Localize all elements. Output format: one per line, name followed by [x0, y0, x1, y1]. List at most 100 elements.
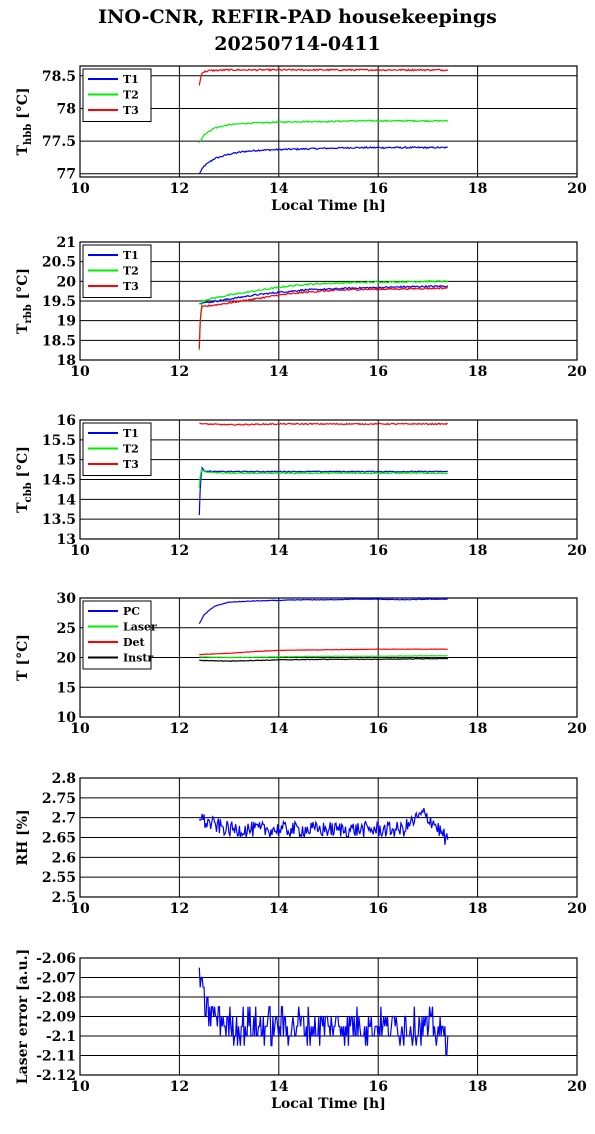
chart-panel-2: 18 18.5 19 19.5 20 20.5 21 10 12 14 16 18 20 T1 T2 T3 Tr…: [15, 235, 587, 380]
series-line-laser: [199, 654, 448, 659]
x-tick-label: 10: [70, 364, 90, 380]
x-tick-label: 10: [70, 181, 90, 197]
series-line-t1: [199, 284, 449, 305]
legend-label: T3: [123, 458, 139, 471]
series-line-t1: [198, 146, 448, 174]
x-tick-label: 18: [468, 1079, 487, 1095]
y-tick-label: 15: [57, 680, 76, 696]
y-tick-label: 30: [57, 591, 77, 607]
y-axis-label: Laser error [a.u.]: [15, 949, 31, 1084]
y-tick-label: 15.5: [42, 433, 76, 449]
legend: T1 T2 T3: [82, 68, 152, 122]
x-tick-label: 14: [269, 364, 289, 380]
legend-label: T2: [123, 89, 139, 102]
legend-label: T1: [123, 249, 139, 262]
legend-label: Det: [123, 636, 146, 649]
y-tick-label: 77.5: [42, 134, 76, 150]
y-axis-label: Trbb [°C]: [15, 268, 34, 334]
y-tick-label: -2.07: [36, 971, 76, 987]
x-tick-label: 14: [269, 181, 289, 197]
y-tick-label: 2.6: [52, 850, 76, 866]
series-line-t2: [198, 279, 449, 351]
series-line-data: [198, 807, 449, 845]
x-axis-label: Local Time [h]: [271, 198, 386, 214]
plot-frame: [79, 777, 578, 898]
x-tick-label: 20: [567, 181, 587, 197]
x-tick-label: 18: [468, 364, 487, 380]
legend-label: T3: [123, 104, 139, 117]
y-tick-label: 20: [57, 274, 77, 290]
series-line-t2: [198, 468, 449, 488]
x-tick-label: 12: [170, 364, 189, 380]
series-line-data: [198, 967, 449, 1057]
y-tick-label: -2.08: [36, 990, 76, 1006]
plot-frame: [79, 957, 578, 1076]
legend-label: Instr: [123, 652, 153, 665]
x-tick-label: 16: [368, 721, 387, 737]
series-line-instr: [199, 657, 448, 662]
legend-label: Laser: [123, 621, 157, 634]
x-tick-label: 18: [468, 901, 487, 917]
plot-frame: [79, 241, 578, 361]
legend-label: T1: [123, 427, 139, 440]
y-tick-label: -2.06: [36, 951, 76, 967]
y-axis-label: RH [%]: [15, 809, 31, 865]
y-tick-label: -2.1: [46, 1029, 76, 1045]
chart-panel-6: -2.12 -2.11 -2.1 -2.09 -2.08 -2.07 -2.06 10 12 14…: [15, 949, 587, 1112]
x-tick-label: 14: [269, 1079, 289, 1095]
legend: T1 T2 T3: [82, 422, 152, 476]
y-axis-label: Tcbb [°C]: [15, 446, 34, 513]
y-tick-label: 15: [57, 453, 76, 469]
y-tick-label: 2.65: [42, 831, 76, 847]
y-tick-label: 25: [57, 621, 76, 637]
y-tick-label: 14: [57, 492, 77, 508]
y-tick-label: -2.12: [36, 1068, 76, 1084]
series-line-t3: [198, 68, 449, 86]
x-tick-label: 16: [368, 364, 387, 380]
x-tick-label: 20: [567, 543, 587, 559]
x-axis-label: Local Time [h]: [271, 1096, 386, 1112]
y-tick-label: 16: [57, 413, 76, 429]
y-tick-label: 2.8: [52, 771, 76, 787]
x-tick-label: 12: [170, 543, 189, 559]
series-line-t3: [199, 422, 448, 426]
chart-panel-1: 77 77.5 78 78.5 10 12 14 16 18 20 T1 T2 T3 Thbb [°C] L…: [15, 65, 587, 214]
x-tick-label: 20: [567, 721, 587, 737]
chart-panel-5: 2.5 2.55 2.6 2.65 2.7 2.75 2.8 10 12 14 16 18 20 RH […: [15, 771, 587, 917]
series-line-t1: [198, 466, 448, 516]
series-line-det: [199, 648, 448, 656]
chart-title-line1: INO-CNR, REFIR-PAD housekeepings: [98, 6, 497, 28]
legend-label: T3: [123, 280, 139, 293]
x-tick-label: 10: [70, 543, 90, 559]
chart-panel-4: 10 15 20 25 30 10 12 14 16 18 20 PC Laser Det Instr T […: [15, 591, 587, 737]
series-line-pc: [198, 598, 448, 624]
y-tick-label: 18.5: [42, 333, 76, 349]
y-tick-label: 78.5: [42, 69, 76, 85]
x-tick-label: 20: [567, 901, 587, 917]
x-tick-label: 12: [170, 721, 189, 737]
legend-label: PC: [123, 605, 140, 618]
x-tick-label: 14: [269, 721, 289, 737]
legend-label: T2: [123, 265, 139, 278]
x-tick-label: 20: [567, 1079, 587, 1095]
series-line-t2: [198, 119, 449, 144]
x-tick-label: 12: [170, 901, 189, 917]
x-tick-label: 14: [269, 901, 289, 917]
x-tick-label: 16: [368, 901, 387, 917]
y-tick-label: 2.7: [52, 811, 76, 827]
y-tick-label: 19.5: [42, 294, 76, 310]
y-axis-label: T [°C]: [15, 634, 31, 681]
x-tick-label: 18: [468, 181, 487, 197]
legend: T1 T2 T3: [82, 244, 152, 298]
plot-frame: [79, 65, 578, 178]
y-tick-label: 20.5: [42, 255, 76, 271]
x-tick-label: 10: [70, 901, 90, 917]
y-tick-label: -2.11: [36, 1049, 76, 1065]
y-tick-label: 19: [57, 314, 76, 330]
y-tick-label: 18: [57, 353, 76, 369]
x-tick-label: 12: [170, 181, 189, 197]
chart-title-line2: 20250714-0411: [214, 33, 381, 55]
y-tick-label: 2.75: [42, 791, 76, 807]
y-tick-label: 14.5: [42, 473, 76, 489]
